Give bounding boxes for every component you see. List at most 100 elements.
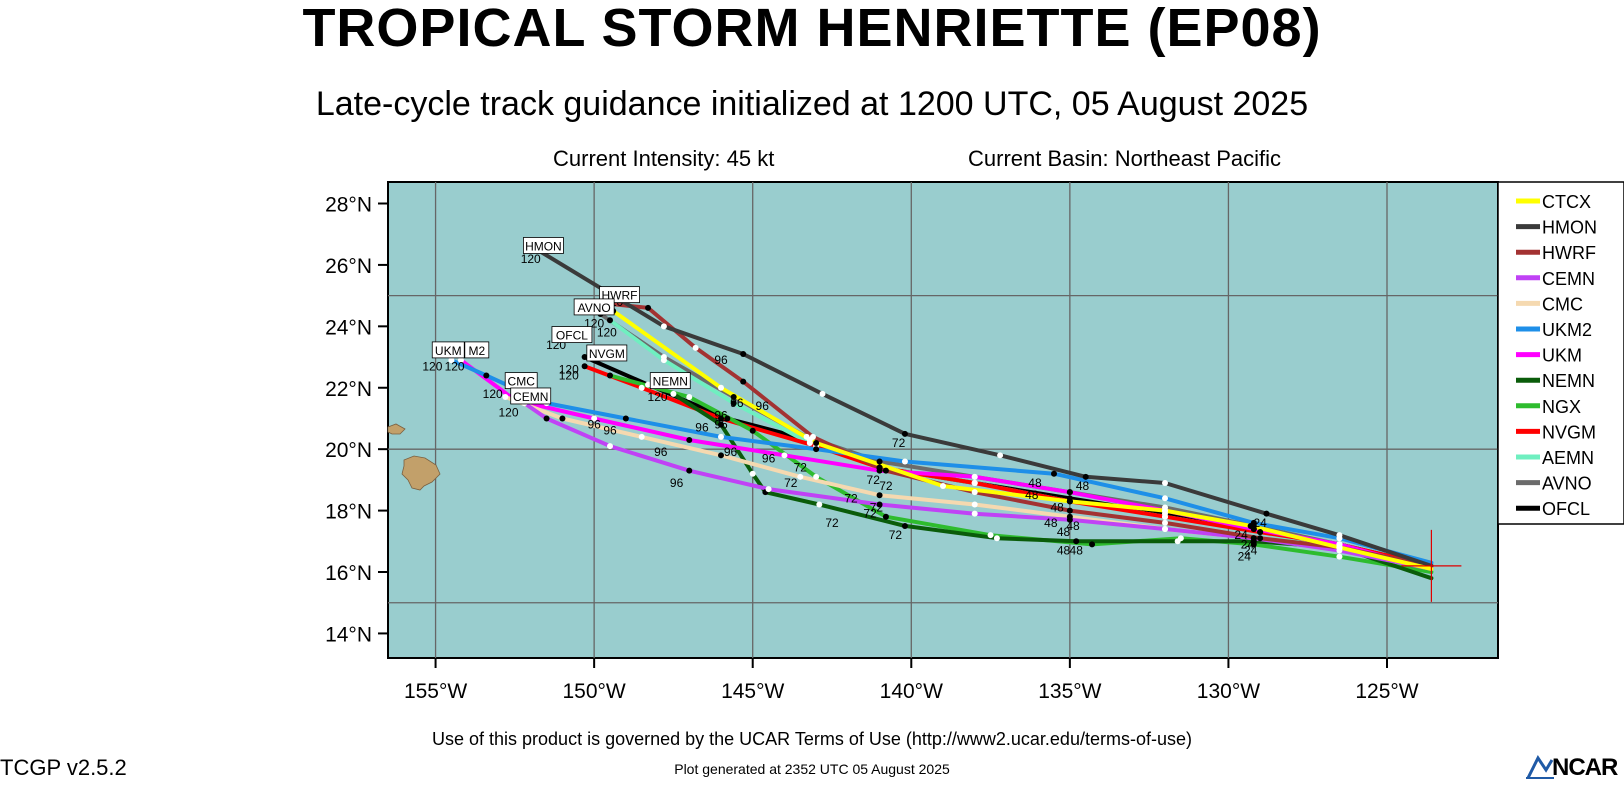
legend: CTCX HMON HWRF CEMN CMC UKM2 UKM NEMN NGX NVGM AEM… [1497, 181, 1624, 525]
track-point-ctcx [1162, 507, 1168, 514]
track-point-ngx [1089, 541, 1096, 548]
track-point-cmc [718, 452, 724, 459]
track-point-nemn [1174, 538, 1181, 545]
hour-label: 48 [1044, 516, 1058, 530]
x-tick-label: 140°W [880, 680, 943, 703]
track-point-ukm [876, 467, 883, 474]
x-tick-label: 125°W [1355, 680, 1418, 703]
track-point-cemn [1250, 535, 1257, 542]
track-point-avno [876, 458, 883, 465]
hour-label: 120 [422, 359, 442, 373]
hour-label: 24 [1238, 550, 1252, 564]
end-label-cmc: CMC [508, 375, 536, 389]
track-point-ukm [457, 357, 464, 364]
track-point-ctcx [1336, 544, 1343, 551]
end-label-box [573, 298, 615, 316]
track-point-hwrf [971, 489, 978, 496]
legend-label-hwrf: HWRF [1542, 243, 1596, 263]
hour-label: 72 [889, 528, 903, 542]
track-point-hmon [901, 430, 908, 437]
current-intensity: Current Intensity: 45 kt [553, 146, 775, 171]
hour-label: 72 [825, 516, 839, 530]
track-point-nemn [718, 421, 724, 428]
track-point-hmon [1162, 479, 1168, 486]
track-point-ukm [591, 415, 598, 422]
track-point-hmon [660, 323, 667, 330]
track-point-ukm [781, 452, 788, 459]
track-point-nemn [993, 535, 1000, 542]
track-point-ngx [686, 393, 693, 400]
current-basin: Current Basin: Northeast Pacific [968, 146, 1282, 171]
hour-label: 120 [483, 387, 503, 401]
track-point-cemn [876, 501, 883, 508]
track-point-nvgm [971, 479, 978, 486]
legend-label-avno: AVNO [1542, 474, 1592, 494]
hour-label: 24 [1234, 528, 1248, 542]
legend-label-ukm: UKM [1542, 346, 1582, 366]
track-point-ngx [882, 513, 889, 520]
end-label-nvgm: NVGM [589, 347, 625, 361]
ncar-logo: NCAR [1524, 752, 1624, 781]
hour-label: 48 [1057, 525, 1071, 539]
hour-label: 96 [714, 353, 728, 367]
x-axis-ticks: 155°W 150°W 145°W 140°W 135°W 130°W 125°W [404, 658, 1419, 703]
hour-label: 48 [1057, 544, 1071, 558]
track-point-aemn [607, 317, 613, 324]
forecast-hour-labels: 1201201201201201201201201201201201209696… [422, 252, 1267, 564]
hour-label: 120 [648, 390, 668, 404]
hour-label: 72 [870, 501, 884, 515]
track-point-cemn [765, 486, 772, 493]
y-tick-label: 16°N [325, 562, 372, 585]
track-point-cmc [638, 433, 645, 440]
legend-label-cmc: CMC [1542, 294, 1583, 314]
chart-title: TROPICAL STORM HENRIETTE (EP08) [302, 0, 1322, 58]
grid-lines [388, 182, 1498, 658]
end-label-box [510, 387, 552, 405]
hour-label: 48 [1076, 479, 1090, 493]
legend-label-nvgm: NVGM [1542, 422, 1596, 442]
track-point-ukm2 [483, 372, 490, 379]
y-tick-label: 28°N [325, 193, 372, 216]
hour-label: 96 [670, 476, 684, 490]
hour-label: 72 [794, 461, 808, 475]
ncar-logo-icon [1526, 755, 1554, 779]
track-point-ngx [987, 532, 994, 539]
end-label-box [523, 237, 564, 254]
hour-label: 96 [756, 399, 770, 413]
track-point-ukm2 [1162, 495, 1168, 502]
track-point-cmc [559, 415, 566, 422]
legend-label-aemn: AEMN [1542, 448, 1594, 468]
x-tick-label: 135°W [1038, 680, 1101, 703]
end-label-box [431, 341, 465, 359]
track-point-ctcx [1247, 522, 1254, 529]
track-point-ctcx [1066, 498, 1073, 505]
end-label-hmon: HMON [525, 239, 562, 253]
legend-label-cemn: CEMN [1542, 269, 1595, 289]
track-point-aemn [806, 440, 813, 447]
hour-label: 96 [714, 418, 728, 432]
hour-label: 24 [1241, 537, 1255, 551]
track-point-aemn [730, 400, 737, 407]
hour-label: 96 [762, 451, 776, 465]
hour-label: 48 [1028, 476, 1042, 490]
hour-label: 48 [1066, 519, 1080, 533]
track-point-nemn [749, 470, 756, 477]
track-point-nemn [1073, 538, 1080, 545]
track-point-hmon [997, 452, 1004, 459]
track-point-nvgm [1257, 529, 1264, 536]
hour-label: 96 [654, 445, 668, 459]
track-point-hwrf [645, 304, 652, 311]
version-label: TCGP v2.5.2 [0, 755, 127, 780]
legend-label-hmon: HMON [1542, 218, 1597, 238]
hour-label: 96 [695, 421, 709, 435]
hour-label: 120 [498, 405, 518, 419]
hour-label: 120 [445, 359, 465, 373]
track-point-hwrf [740, 378, 747, 385]
hour-label: 72 [784, 476, 798, 490]
hour-label: 96 [730, 396, 744, 410]
track-point-ofcl [645, 381, 652, 388]
hour-label: 96 [724, 445, 738, 459]
track-point-ctcx [718, 384, 724, 391]
